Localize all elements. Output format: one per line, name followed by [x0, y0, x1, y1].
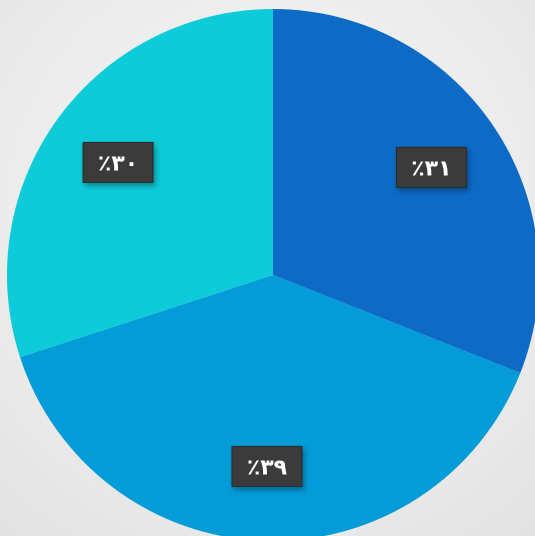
data-label-box [395, 146, 467, 188]
data-label-box [231, 445, 303, 487]
data-label-text: ٪۳۰ [98, 151, 138, 176]
data-label-3: ٪۳۰ [82, 141, 154, 183]
data-label-2: ٪۳۹ [231, 445, 303, 487]
pie-slice-3 [6, 9, 274, 358]
pie-slice-2 [20, 275, 521, 536]
pie-slice-1 [273, 9, 535, 373]
data-label-text: ٪۳۱ [411, 156, 451, 181]
data-label-1: ٪۳۱ [395, 146, 467, 188]
data-label-box [82, 141, 154, 183]
data-label-text: ٪۳۹ [247, 455, 287, 480]
